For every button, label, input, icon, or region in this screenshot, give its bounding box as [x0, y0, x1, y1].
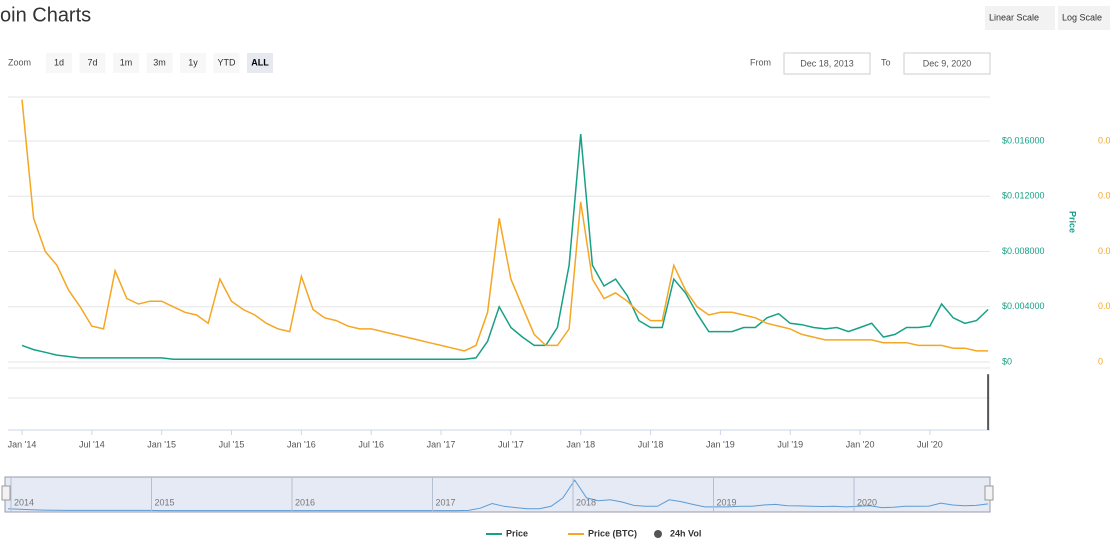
navigator-label: 2020	[857, 497, 877, 507]
x-tick-label: Jul '14	[79, 439, 105, 449]
x-tick-label: Jul '18	[638, 439, 664, 449]
series-line	[21, 134, 989, 360]
volume-bar	[987, 374, 990, 430]
legend-label[interactable]: 24h Vol	[670, 528, 701, 538]
from-label: From	[750, 57, 771, 67]
x-tick-label: Jan '14	[8, 439, 37, 449]
zoom-label: Zoom	[8, 57, 31, 67]
from-value: Dec 18, 2013	[800, 58, 854, 68]
series-line	[21, 99, 989, 352]
navigator-label: 2019	[717, 497, 737, 507]
x-tick-label: Jan '18	[566, 439, 595, 449]
to-label: To	[881, 57, 891, 67]
x-tick-label: Jul '16	[358, 439, 384, 449]
navigator-label: 2018	[576, 497, 596, 507]
from-input[interactable]	[783, 52, 871, 75]
zoom-button[interactable]	[213, 53, 240, 73]
y2-tick-label: 0	[1098, 356, 1103, 366]
x-tick-label: Jul '17	[498, 439, 524, 449]
legend-label[interactable]: Price (BTC)	[588, 528, 637, 538]
zoom-button-label: 1y	[188, 57, 198, 67]
to-input[interactable]	[903, 52, 991, 75]
x-tick-label: Jul '19	[777, 439, 803, 449]
y2-tick-label: 0.00000080	[1098, 135, 1110, 145]
y-tick-label: $0	[1002, 356, 1012, 366]
zoom-button-label: YTD	[218, 57, 237, 67]
to-value: Dec 9, 2020	[923, 58, 972, 68]
navigator-label: 2015	[155, 497, 175, 507]
scale-button[interactable]	[1058, 6, 1110, 30]
x-tick-label: Jul '15	[219, 439, 245, 449]
navigator-handle[interactable]	[1, 485, 11, 501]
y-tick-label: $0.012000	[1002, 191, 1045, 201]
y-tick-label: $0.016000	[1002, 135, 1045, 145]
y-tick-label: $0.004000	[1002, 301, 1045, 311]
navigator-label: 2014	[14, 497, 34, 507]
y-tick-label: $0.008000	[1002, 246, 1045, 256]
zoom-button[interactable]	[79, 53, 106, 73]
x-tick-label: Jan '15	[147, 439, 176, 449]
scale-button-label: Linear Scale	[989, 12, 1039, 22]
zoom-button[interactable]	[113, 53, 139, 73]
navigator-label: 2017	[436, 497, 456, 507]
zoom-button-label: 7d	[87, 57, 97, 67]
navigator-label: 2016	[295, 497, 315, 507]
y2-tick-label: 0.00000060	[1098, 191, 1110, 201]
zoom-button-label: 3m	[153, 57, 166, 67]
navigator-handle[interactable]	[984, 485, 994, 501]
page-title: oin Charts	[0, 4, 91, 26]
legend-label[interactable]: Price	[506, 528, 528, 538]
zoom-button-label: 1d	[54, 57, 64, 67]
x-tick-label: Jan '19	[706, 439, 735, 449]
y2-tick-label: 0.00000020	[1098, 301, 1110, 311]
zoom-button[interactable]	[180, 53, 206, 73]
x-tick-label: Jul '20	[917, 439, 943, 449]
zoom-button-label: ALL	[251, 57, 269, 67]
legend-symbol	[654, 530, 662, 538]
y2-tick-label: 0.00000040	[1098, 246, 1110, 256]
zoom-button-label: 1m	[120, 57, 133, 67]
scale-button[interactable]	[985, 6, 1055, 30]
x-tick-label: Jan '17	[427, 439, 456, 449]
zoom-button[interactable]	[247, 53, 273, 73]
scale-button-label: Log Scale	[1062, 12, 1102, 22]
zoom-button[interactable]	[46, 53, 72, 73]
zoom-button[interactable]	[146, 53, 173, 73]
navigator-line	[7, 479, 989, 512]
x-tick-label: Jan '16	[287, 439, 316, 449]
x-tick-label: Jan '20	[846, 439, 875, 449]
y-axis-title: Price	[1068, 211, 1078, 233]
